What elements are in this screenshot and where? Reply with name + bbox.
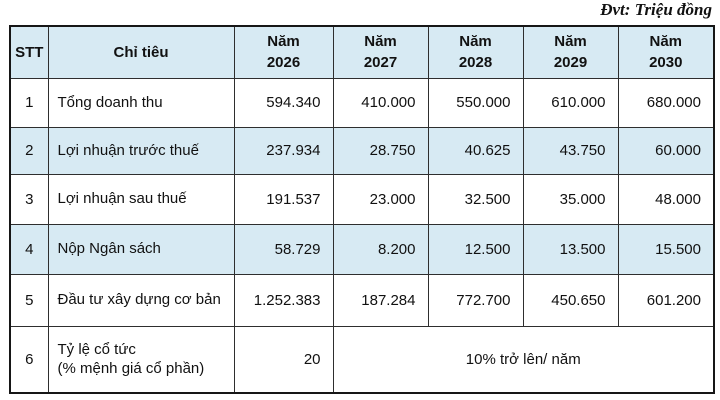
cell-value: 450.650 [522,273,619,327]
cell-value: 601.200 [617,273,715,327]
row-index: 1 [9,77,49,128]
cell-value: 772.700 [427,273,524,327]
cell-value: 20 [233,325,334,394]
cell-value: 410.000 [332,77,429,128]
merged-cell-value: 10% trở lên/ năm [332,325,715,394]
table-row: 6 Tỷ lệ cổ tức (% mệnh giá cổ phần) 20 1… [9,325,715,394]
header-stt: STT [9,25,49,79]
row-index: 3 [9,173,49,225]
cell-value: 48.000 [617,173,715,225]
cell-value: 13.500 [522,223,619,275]
cell-value: 40.625 [427,126,524,175]
row-label: Tỷ lệ cổ tức (% mệnh giá cổ phần) [47,325,235,394]
table-row: 5 Đầu tư xây dựng cơ bản 1.252.383 187.2… [9,273,715,327]
row-index: 4 [9,223,49,275]
cell-value: 610.000 [522,77,619,128]
cell-value: 35.000 [522,173,619,225]
cell-value: 237.934 [233,126,334,175]
cell-value: 15.500 [617,223,715,275]
row-label: Lợi nhuận sau thuế [47,173,235,225]
table-row: 1 Tổng doanh thu 594.340 410.000 550.000… [9,77,715,128]
table-row: 3 Lợi nhuận sau thuế 191.537 23.000 32.5… [9,173,715,225]
row-index: 2 [9,126,49,175]
unit-label: Đvt: Triệu đồng [600,0,712,19]
cell-value: 12.500 [427,223,524,275]
cell-value: 550.000 [427,77,524,128]
row-label: Nộp Ngân sách [47,223,235,275]
cell-value: 60.000 [617,126,715,175]
cell-value: 58.729 [233,223,334,275]
cell-value: 32.500 [427,173,524,225]
cell-value: 43.750 [522,126,619,175]
header-nam-2027: Năm 2027 [332,25,429,79]
row-index: 5 [9,273,49,327]
row-index: 6 [9,325,49,394]
cell-value: 191.537 [233,173,334,225]
table-row: 2 Lợi nhuận trước thuế 237.934 28.750 40… [9,126,715,175]
header-nam-2030: Năm 2030 [617,25,715,79]
row-label: Tổng doanh thu [47,77,235,128]
financial-projection-table: STT Chỉ tiêu Năm 2026 Năm 2027 Năm 2028 … [9,25,715,394]
table-header-row: STT Chỉ tiêu Năm 2026 Năm 2027 Năm 2028 … [9,25,715,79]
header-nam-2028: Năm 2028 [427,25,524,79]
cell-value: 680.000 [617,77,715,128]
cell-value: 187.284 [332,273,429,327]
row-label: Lợi nhuận trước thuế [47,126,235,175]
header-nam-2026: Năm 2026 [233,25,334,79]
cell-value: 23.000 [332,173,429,225]
cell-value: 28.750 [332,126,429,175]
header-nam-2029: Năm 2029 [522,25,619,79]
cell-value: 8.200 [332,223,429,275]
cell-value: 1.252.383 [233,273,334,327]
cell-value: 594.340 [233,77,334,128]
header-chi-tieu: Chỉ tiêu [47,25,235,79]
table-row: 4 Nộp Ngân sách 58.729 8.200 12.500 13.5… [9,223,715,275]
row-label: Đầu tư xây dựng cơ bản [47,273,235,327]
